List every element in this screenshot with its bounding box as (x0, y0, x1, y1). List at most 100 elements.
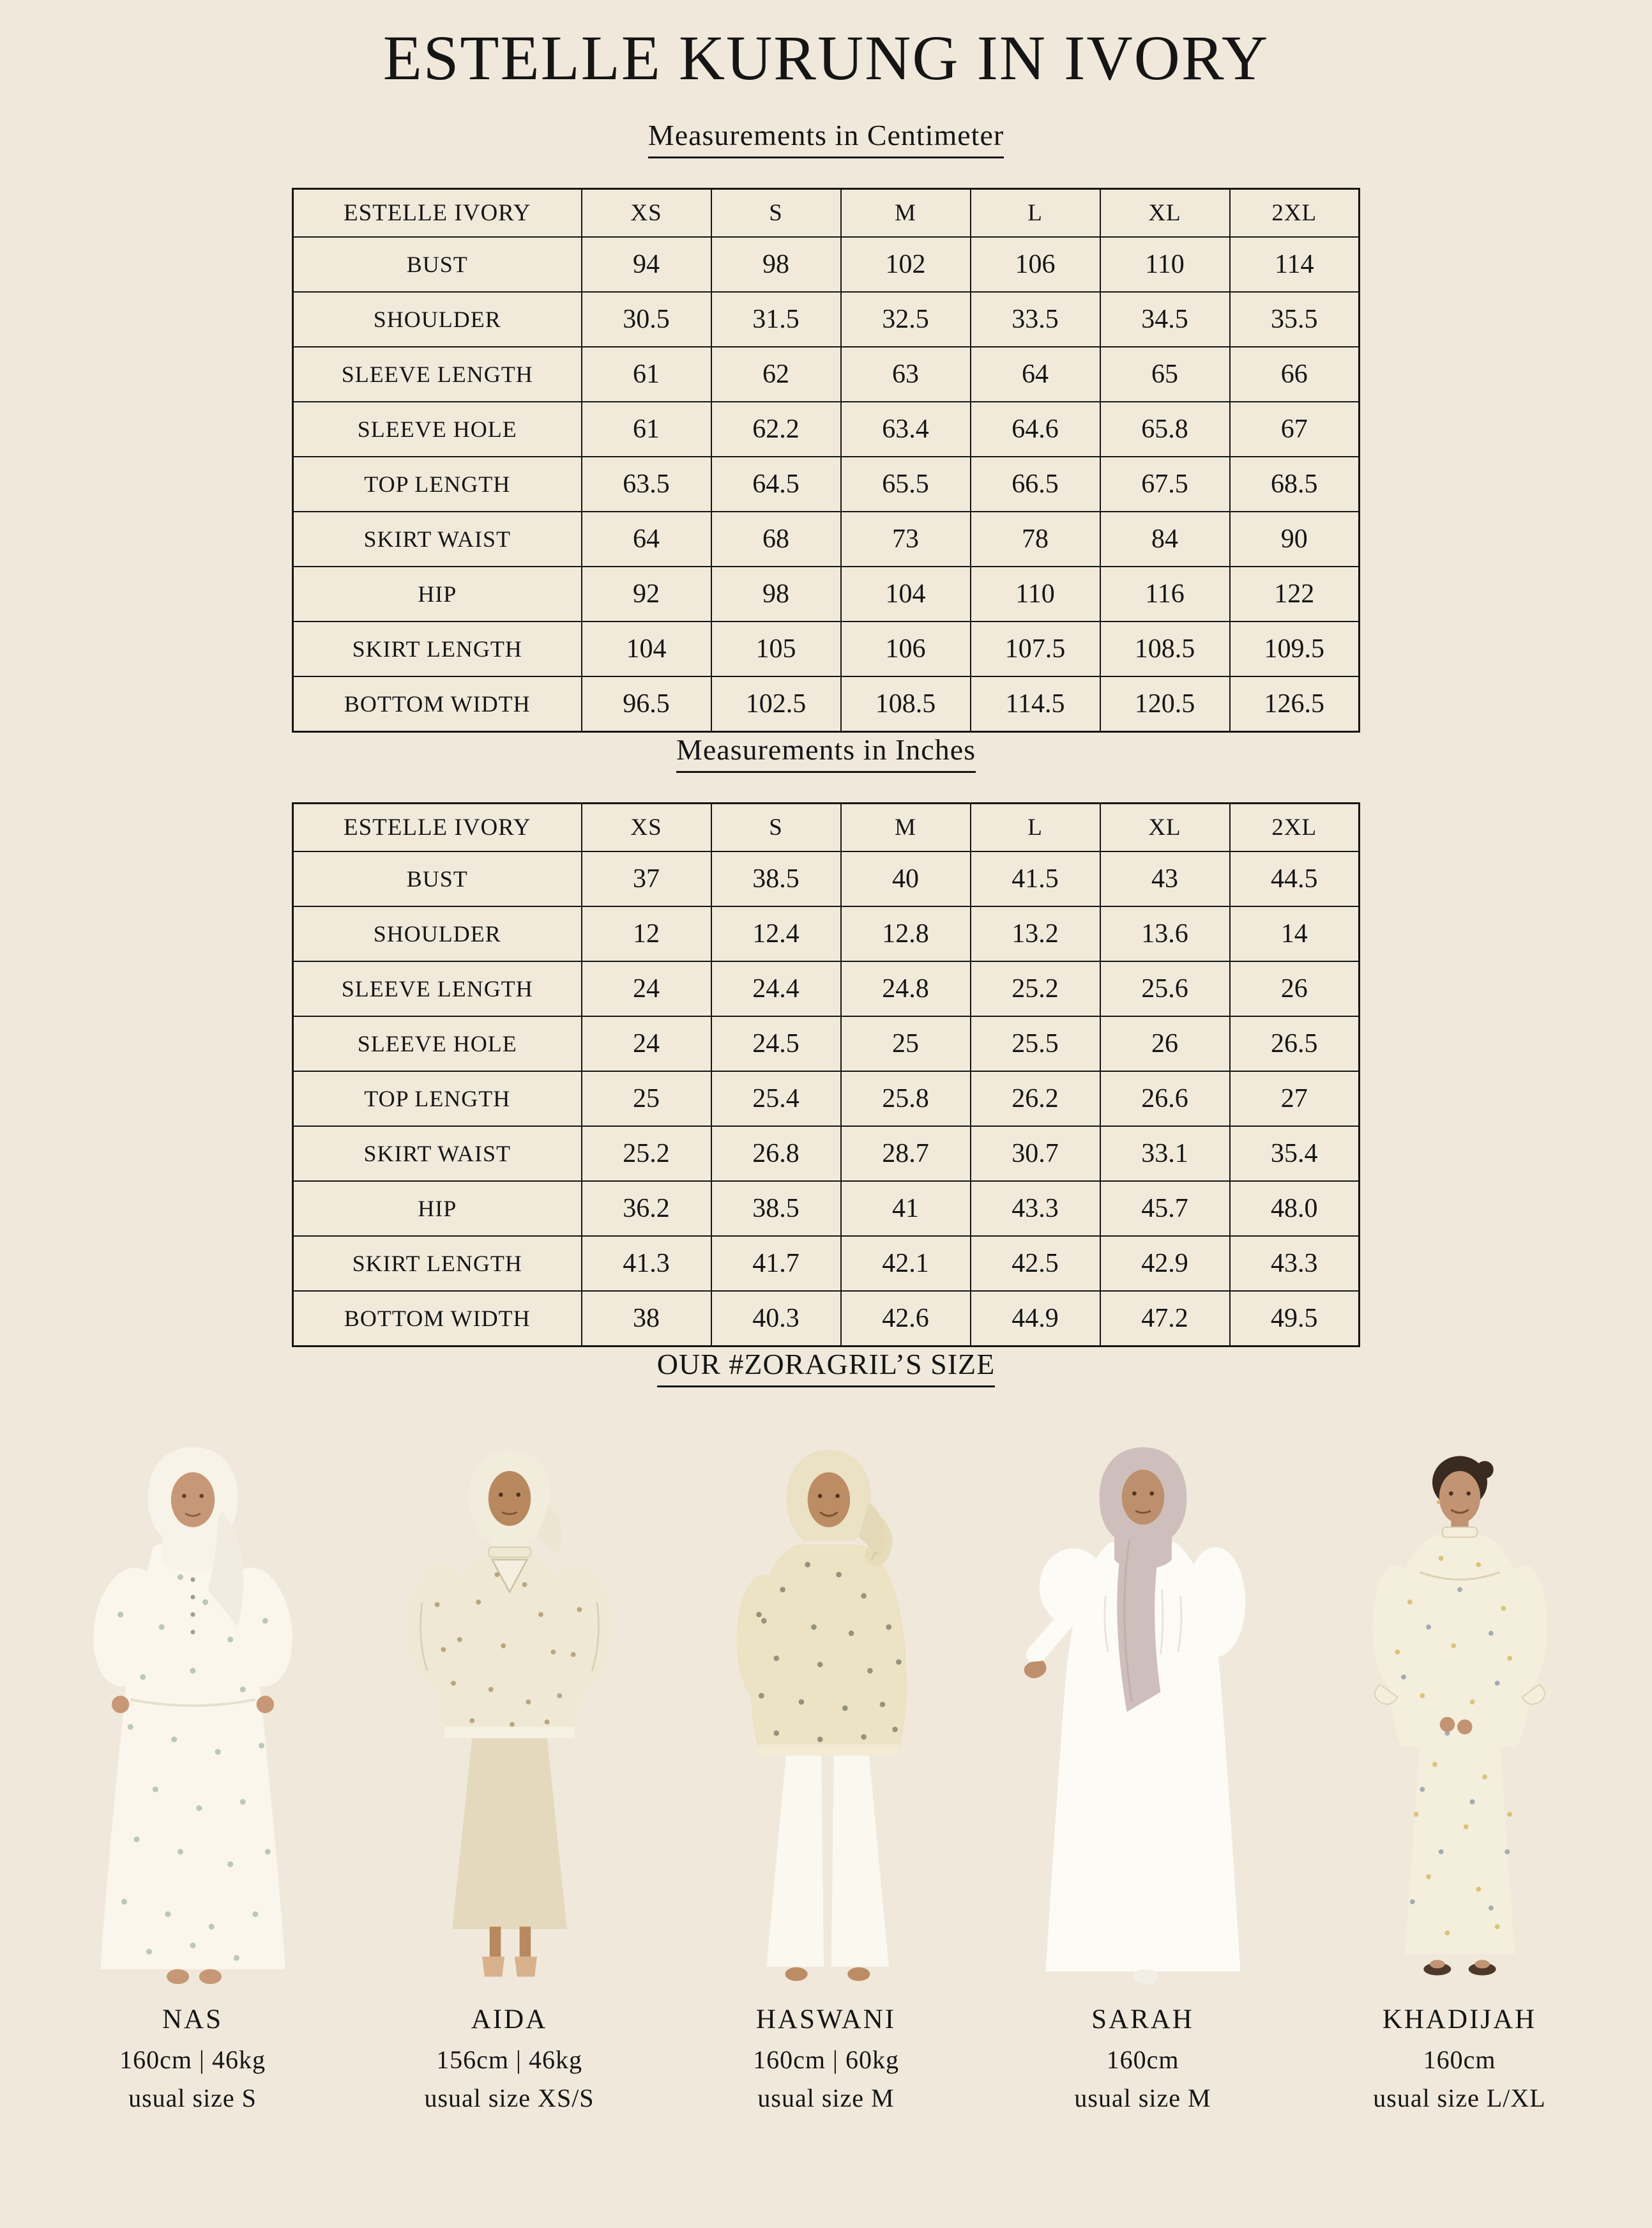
model-name: SARAH (1091, 2004, 1194, 2034)
measurement-value: 27 (1229, 1071, 1360, 1127)
measurement-value: 43.3 (1229, 1235, 1360, 1292)
measurement-value: 106 (969, 236, 1101, 293)
measurement-value: 26.2 (969, 1071, 1101, 1127)
measurement-value: 102.5 (710, 676, 842, 733)
shoe (1132, 1969, 1158, 1985)
measurement-value: 94 (580, 236, 712, 293)
measurement-value: 104 (840, 566, 971, 622)
measurement-label: BOTTOM WIDTH (292, 1290, 582, 1347)
earring (1436, 1500, 1441, 1504)
measurement-value: 25.8 (840, 1071, 971, 1127)
measurement-value: 38.5 (710, 851, 842, 907)
measurement-value: 105 (710, 621, 842, 677)
measurement-label: SKIRT WAIST (292, 1125, 582, 1182)
measurement-value: 98 (710, 236, 842, 293)
measurement-value: 109.5 (1229, 621, 1360, 677)
measurement-value: 102 (840, 236, 971, 293)
measurement-value: 44.9 (969, 1290, 1101, 1347)
foot (166, 1969, 189, 1985)
hand (256, 1695, 274, 1714)
measurement-label: TOP LENGTH (292, 1071, 582, 1127)
measurement-value: 37 (580, 851, 712, 907)
measurement-value: 90 (1229, 511, 1360, 567)
measurement-value: 114 (1229, 236, 1360, 293)
size-column-header: 2XL (1229, 188, 1360, 238)
page-title: ESTELLE KURUNG IN IVORY (383, 22, 1269, 93)
measurement-value: 61 (580, 346, 712, 402)
heel-shoe (481, 1957, 504, 1977)
measurement-value: 66 (1229, 346, 1360, 402)
model-photo-haswani (736, 1449, 907, 1981)
measurement-value: 114.5 (969, 676, 1101, 733)
hand (1439, 1716, 1455, 1732)
measurement-value: 63.4 (840, 401, 971, 457)
measurement-value: 67.5 (1099, 456, 1231, 512)
measurement-value: 78 (969, 511, 1101, 567)
measurement-value: 110 (1099, 236, 1231, 293)
measurement-row: SKIRT WAIST 64 68 73 78 84 90 (292, 511, 1360, 567)
model-size: usual size S (128, 2084, 257, 2112)
measurement-row: TOP LENGTH 63.5 64.5 65.5 66.5 67.5 68.5 (292, 456, 1360, 512)
cm-table-heading: Measurements in Centimeter (0, 118, 1652, 158)
measurement-value: 122 (1229, 566, 1360, 622)
sandal (1423, 1962, 1451, 1976)
dress (93, 1539, 292, 1969)
measurement-label: HIP (292, 566, 582, 622)
measurement-value: 35.4 (1229, 1125, 1360, 1182)
measurement-value: 30.5 (580, 291, 712, 347)
size-column-header: S (710, 188, 842, 238)
measurement-row: SHOULDER 12 12.4 12.8 13.2 13.6 14 (292, 906, 1360, 962)
size-column-header: 2XL (1229, 802, 1360, 852)
measurement-value: 64.6 (969, 401, 1101, 457)
measurement-value: 34.5 (1099, 291, 1231, 347)
model-card-khadijah: KHADIJAH 160cm usual size L/XL (1305, 1440, 1614, 2111)
measurement-label: SKIRT LENGTH (292, 621, 582, 677)
measurement-value: 116 (1099, 566, 1231, 622)
face (1436, 1470, 1480, 1538)
model-stats: 156cm | 46kg (436, 2045, 582, 2074)
product-name-header: ESTELLE IVORY (292, 188, 582, 238)
measurement-value: 65.5 (840, 456, 971, 512)
hand (1024, 1660, 1047, 1679)
measurement-row: SLEEVE LENGTH 61 62 63 64 65 66 (292, 346, 1360, 402)
measurement-value: 63 (840, 346, 971, 402)
model-caption-nas: NAS 160cm | 46kg usual size S (119, 2006, 266, 2111)
measurement-value: 120.5 (1099, 676, 1231, 733)
measurement-value: 108.5 (1099, 621, 1231, 677)
cm-table-heading-text: Measurements in Centimeter (648, 118, 1004, 158)
measurement-row: SLEEVE HOLE 24 24.5 25 25.5 26 26.5 (292, 1016, 1360, 1072)
measurement-value: 40.3 (710, 1290, 842, 1347)
heel-shoe (514, 1957, 537, 1977)
measurement-value: 31.5 (710, 291, 842, 347)
measurement-label: BUST (292, 851, 582, 907)
model-card-haswani: HASWANI 160cm | 60kg usual size M (672, 1440, 981, 2111)
measurement-value: 41.3 (580, 1235, 712, 1292)
size-column-header: XS (580, 802, 712, 852)
measurement-row: HIP 92 98 104 110 116 122 (292, 566, 1360, 622)
size-column-header: XS (580, 188, 712, 238)
measurement-value: 25.2 (969, 961, 1101, 1017)
measurement-value: 65 (1099, 346, 1231, 402)
models-section-heading: OUR #ZORAGRIL’S SIZE (0, 1347, 1652, 1387)
foot (1474, 1960, 1490, 1969)
model-name: NAS (162, 2004, 224, 2034)
skirt (451, 1737, 567, 1930)
measurement-value: 62.2 (710, 401, 842, 457)
measurement-value: 98 (710, 566, 842, 622)
measurements-inches-table: ESTELLE IVORY XS S M L XL 2XL BUST 37 38.5 40 41.5… (292, 802, 1360, 1347)
measurement-value: 64 (969, 346, 1101, 402)
measurement-value: 64 (580, 511, 712, 567)
table-header-row: ESTELLE IVORY XS S M L XL 2XL (292, 188, 1360, 238)
measurement-value: 25 (840, 1016, 971, 1072)
measurement-row: BUST 37 38.5 40 41.5 43 44.5 (292, 851, 1360, 907)
model-stats: 160cm (1106, 2045, 1179, 2074)
product-name-header: ESTELLE IVORY (292, 802, 582, 852)
hand (1457, 1719, 1473, 1735)
size-column-header: XL (1099, 802, 1231, 852)
measurement-value: 25.2 (580, 1125, 712, 1182)
measurement-label: BOTTOM WIDTH (292, 676, 582, 733)
model-name: KHADIJAH (1382, 2004, 1537, 2034)
model-size: usual size L/XL (1373, 2084, 1546, 2112)
measurement-row: HIP 36.2 38.5 41 43.3 45.7 48.0 (292, 1180, 1360, 1237)
measurement-value: 84 (1099, 511, 1231, 567)
